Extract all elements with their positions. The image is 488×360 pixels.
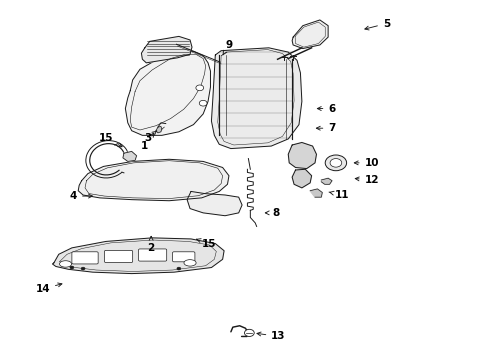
FancyBboxPatch shape (138, 249, 166, 261)
Text: 15: 15 (196, 239, 216, 249)
Polygon shape (321, 178, 331, 184)
Text: 6: 6 (317, 104, 335, 113)
Circle shape (199, 100, 206, 106)
Text: 5: 5 (364, 18, 389, 30)
Text: 13: 13 (257, 332, 285, 342)
Polygon shape (291, 169, 311, 188)
Text: 11: 11 (328, 190, 348, 200)
Text: 9: 9 (223, 40, 232, 55)
Circle shape (196, 85, 203, 91)
Polygon shape (187, 192, 242, 216)
Polygon shape (211, 48, 301, 149)
Text: 10: 10 (354, 158, 378, 168)
Text: 2: 2 (147, 237, 155, 253)
Text: 3: 3 (144, 131, 157, 143)
Circle shape (70, 266, 74, 269)
Text: 4: 4 (69, 191, 92, 201)
Polygon shape (78, 159, 228, 201)
Text: 7: 7 (316, 123, 335, 133)
Polygon shape (52, 238, 224, 274)
FancyBboxPatch shape (172, 252, 195, 262)
Ellipse shape (183, 260, 196, 266)
Ellipse shape (60, 261, 72, 267)
Circle shape (244, 329, 254, 337)
Polygon shape (156, 126, 162, 133)
Circle shape (325, 155, 346, 171)
Circle shape (329, 158, 341, 167)
Polygon shape (309, 189, 322, 197)
Text: 14: 14 (35, 283, 62, 294)
Text: 12: 12 (354, 175, 378, 185)
Polygon shape (141, 36, 192, 63)
Text: 15: 15 (99, 133, 122, 147)
Text: 1: 1 (141, 133, 154, 151)
Polygon shape (122, 152, 136, 161)
Circle shape (81, 267, 85, 270)
Circle shape (177, 267, 181, 270)
Text: 8: 8 (265, 208, 279, 218)
Polygon shape (287, 143, 316, 168)
FancyBboxPatch shape (104, 250, 132, 262)
Polygon shape (125, 51, 210, 135)
Polygon shape (291, 20, 327, 49)
FancyBboxPatch shape (72, 252, 98, 264)
